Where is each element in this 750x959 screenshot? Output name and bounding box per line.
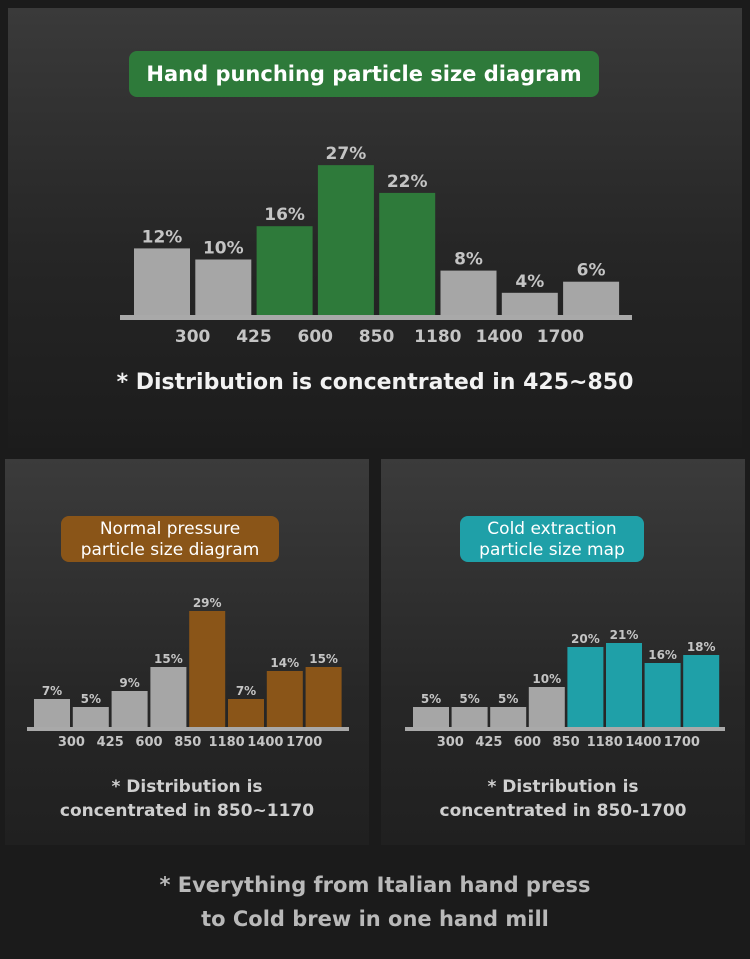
normal-pressure-value-label-7: 14%	[270, 656, 299, 670]
normal-pressure-x-axis	[27, 727, 349, 731]
cold-extraction-bar-2	[451, 707, 488, 727]
cold-extraction-bar-8	[683, 655, 720, 727]
cold-extraction-value-label-1: 5%	[421, 692, 441, 706]
normal-pressure-value-label-4: 15%	[154, 652, 183, 666]
normal-pressure-tick-label-1180: 1180	[209, 735, 245, 750]
hand-punching-chart: 12% 10% 16% 27% 22% 8% 4% 6% 300 425 600 850 1180 140…	[120, 144, 632, 347]
cold-extraction-bar-6	[606, 643, 642, 727]
cold-extraction-title: Cold extraction particle size map	[460, 516, 644, 562]
cold-extraction-value-label-8: 18%	[687, 640, 716, 654]
normal-pressure-bar-6	[228, 699, 264, 727]
normal-pressure-note: * Distribution is concentrated in 850~11…	[5, 775, 369, 823]
normal-pressure-note-line-1: * Distribution is	[111, 777, 263, 797]
cold-extraction-tick-label-1700: 1700	[664, 735, 700, 750]
hand-punching-value-label-5: 22%	[387, 172, 428, 192]
hand-punching-bar-2	[195, 259, 252, 315]
hand-punching-tick-label-850: 850	[359, 327, 395, 347]
footer-caption: * Everything from Italian hand press to …	[0, 868, 750, 936]
hand-punching-tick-label-300: 300	[175, 327, 211, 347]
hand-punching-value-label-7: 4%	[515, 272, 544, 292]
cold-extraction-value-label-7: 16%	[648, 648, 677, 662]
normal-pressure-tick-label-850: 850	[174, 735, 201, 750]
normal-pressure-value-label-1: 7%	[42, 684, 62, 698]
normal-pressure-bar-4	[150, 667, 187, 727]
cold-extraction-tick-label-600: 600	[514, 735, 541, 750]
hand-punching-bar-6	[440, 270, 497, 315]
normal-pressure-panel: Normal pressure particle size diagram 7%…	[5, 459, 369, 845]
cold-extraction-bar-5	[567, 647, 604, 727]
cold-extraction-tick-label-300: 300	[437, 735, 464, 750]
normal-pressure-bar-1	[34, 699, 70, 727]
normal-pressure-value-label-5: 29%	[193, 596, 222, 610]
normal-pressure-tick-label-425: 425	[97, 735, 124, 750]
normal-pressure-value-label-8: 15%	[309, 652, 338, 666]
cold-extraction-chart: 5% 5% 5% 10% 20% 21% 16% 18% 300 425 600 850 1180 140…	[405, 628, 725, 750]
normal-pressure-chart: 7% 5% 9% 15% 29% 7% 14% 15% 300 425 600 850 1180 1400…	[27, 596, 349, 750]
cold-extraction-note-line-2: concentrated in 850-1700	[439, 801, 687, 821]
normal-pressure-tick-label-600: 600	[135, 735, 162, 750]
normal-pressure-tick-label-1700: 1700	[286, 735, 322, 750]
normal-pressure-title-line-2: particle size diagram	[80, 540, 260, 560]
normal-pressure-tick-label-300: 300	[58, 735, 85, 750]
cold-extraction-bar-4	[528, 687, 565, 727]
hand-punching-value-label-1: 12%	[142, 227, 183, 247]
cold-extraction-x-axis	[405, 727, 725, 731]
hand-punching-value-label-4: 27%	[326, 144, 367, 164]
normal-pressure-tick-label-1400: 1400	[247, 735, 283, 750]
hand-punching-tick-label-1400: 1400	[475, 327, 522, 347]
cold-extraction-value-label-3: 5%	[498, 692, 518, 706]
hand-punching-tick-label-1180: 1180	[414, 327, 461, 347]
hand-punching-tick-label-425: 425	[236, 327, 272, 347]
cold-extraction-tick-label-1400: 1400	[625, 735, 661, 750]
hand-punching-bar-3	[256, 226, 313, 315]
cold-extraction-bar-7	[644, 663, 681, 727]
cold-extraction-value-label-2: 5%	[459, 692, 479, 706]
hand-punching-value-label-2: 10%	[203, 239, 244, 259]
hand-punching-x-axis	[120, 315, 632, 320]
hand-punching-value-label-3: 16%	[264, 205, 305, 225]
cold-extraction-note-line-1: * Distribution is	[487, 777, 639, 797]
hand-punching-value-label-6: 8%	[454, 250, 483, 270]
hand-punching-tick-label-600: 600	[298, 327, 334, 347]
hand-punching-panel: Hand punching particle size diagram 12% 1…	[8, 8, 742, 448]
cold-extraction-value-label-4: 10%	[532, 672, 561, 686]
normal-pressure-value-label-2: 5%	[81, 692, 101, 706]
cold-extraction-title-line-2: particle size map	[479, 540, 625, 560]
cold-extraction-title-line-1: Cold extraction	[487, 519, 617, 539]
cold-extraction-value-label-5: 20%	[571, 632, 600, 646]
cold-extraction-bar-3	[490, 707, 527, 727]
cold-extraction-panel: Cold extraction particle size map 5% 5% 5%…	[381, 459, 745, 845]
normal-pressure-title-line-1: Normal pressure	[99, 519, 241, 539]
cold-extraction-tick-label-425: 425	[475, 735, 502, 750]
normal-pressure-bar-2	[72, 707, 109, 727]
hand-punching-bar-8	[563, 281, 620, 315]
hand-punching-value-label-8: 6%	[577, 261, 606, 281]
normal-pressure-value-label-6: 7%	[236, 684, 256, 698]
hand-punching-bar-7	[501, 292, 558, 315]
hand-punching-bar-4	[317, 165, 374, 315]
normal-pressure-bar-3	[111, 691, 148, 727]
cold-extraction-tick-label-1180: 1180	[587, 735, 623, 750]
cold-extraction-tick-label-850: 850	[553, 735, 580, 750]
hand-punching-note: * Distribution is concentrated in 425~85…	[116, 370, 634, 395]
normal-pressure-value-label-3: 9%	[119, 676, 139, 690]
hand-punching-tick-label-1700: 1700	[537, 327, 584, 347]
hand-punching-title: Hand punching particle size diagram	[129, 51, 599, 97]
normal-pressure-title: Normal pressure particle size diagram	[61, 516, 279, 562]
cold-extraction-value-label-6: 21%	[610, 628, 639, 642]
hand-punching-bar-1	[134, 248, 190, 315]
normal-pressure-bar-8	[305, 667, 342, 727]
footer-line-2: to Cold brew in one hand mill	[201, 907, 549, 931]
normal-pressure-note-line-2: concentrated in 850~1170	[59, 801, 315, 821]
cold-extraction-note: * Distribution is concentrated in 850-17…	[381, 775, 745, 823]
hand-punching-bar-5	[379, 192, 436, 315]
normal-pressure-bar-7	[266, 671, 303, 727]
footer-line-1: * Everything from Italian hand press	[159, 873, 591, 897]
normal-pressure-bar-5	[189, 611, 226, 727]
cold-extraction-bar-1	[413, 707, 449, 727]
